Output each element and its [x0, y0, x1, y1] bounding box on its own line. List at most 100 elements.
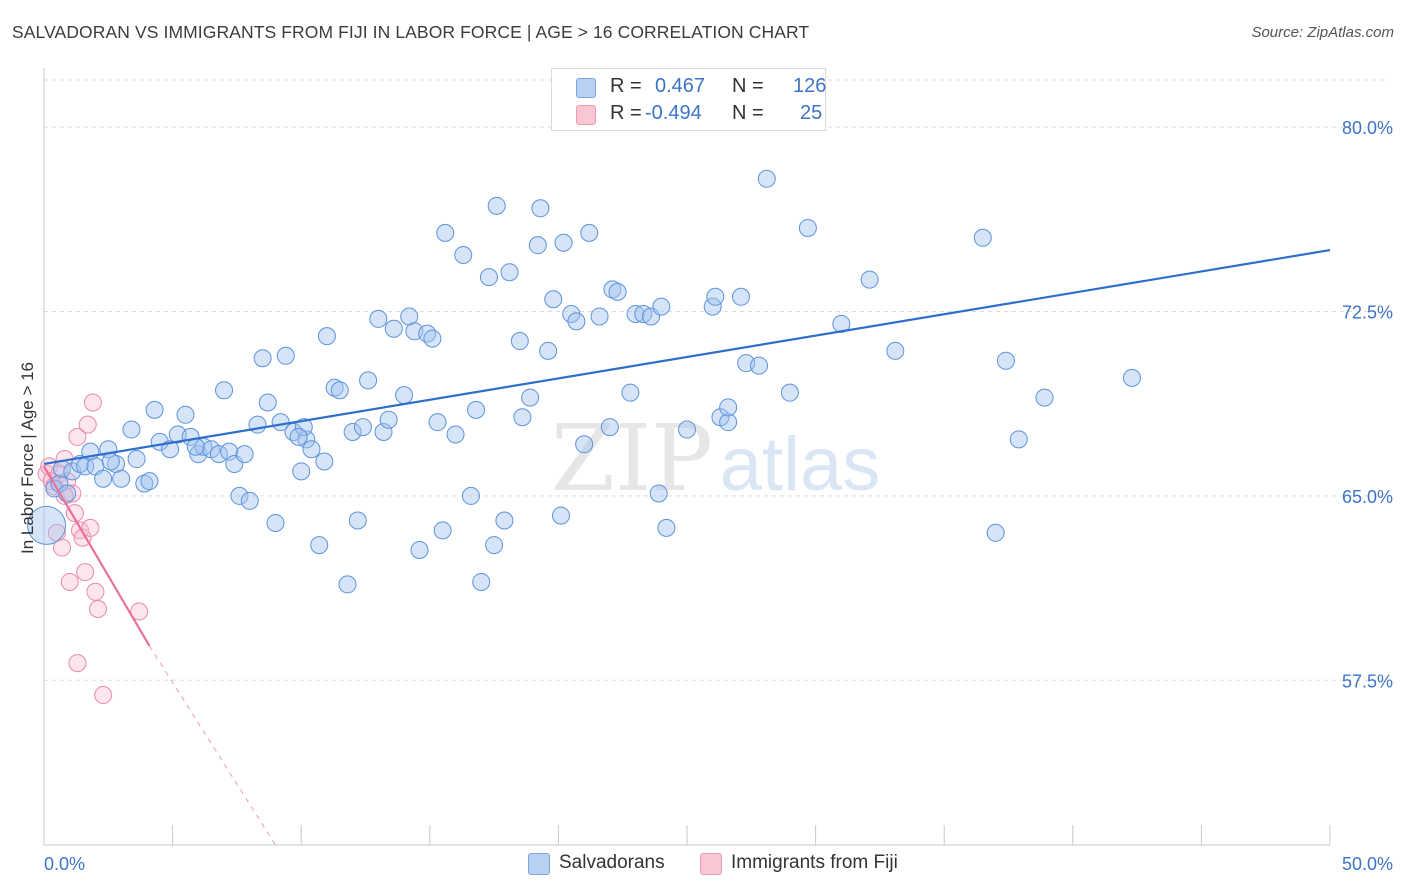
salvadoran-point: [1009, 430, 1028, 449]
salvadoran-point: [719, 413, 738, 432]
salvadoran-point: [479, 268, 498, 287]
salvadoran-point: [495, 511, 514, 530]
salvadoran-point: [719, 398, 738, 417]
fiji-point: [68, 654, 87, 673]
salvadoran-point: [485, 536, 504, 555]
salvadoran-trend-line: [43, 248, 1331, 466]
y-tick-label: 80.0%: [1342, 118, 1393, 138]
salvadoran-point: [554, 233, 573, 252]
salvadoran-point: [209, 445, 228, 464]
salvadoran-point: [436, 223, 455, 242]
salvadoran-point: [112, 469, 131, 488]
salvadoran-point: [58, 484, 77, 503]
salvadoran-point: [359, 371, 378, 390]
salvadoran-point: [310, 536, 329, 555]
salvadoran-point: [886, 341, 905, 360]
legend-r-value: 0.467: [655, 75, 706, 97]
x-tick-label: 0.0%: [44, 854, 85, 874]
salvadoran-point: [384, 319, 403, 338]
fiji-point: [76, 563, 95, 582]
legend-r-value: -0.494: [645, 102, 702, 124]
correlation-legend: R = 0.467 N = 126 R = -0.494 N = 25: [551, 68, 826, 131]
salvadoran-point: [410, 541, 429, 559]
salvadoran-point: [348, 511, 367, 530]
salvadoran-point: [551, 506, 570, 525]
salvadoran-point: [757, 169, 776, 188]
salvadoran-point: [230, 486, 249, 505]
salvadoran-point: [467, 400, 486, 419]
salvadoran-point: [603, 280, 622, 299]
legend-swatch-pink: [700, 853, 722, 875]
salvadoran-point: [521, 388, 540, 407]
salvadoran-point: [600, 418, 619, 437]
salvadoran-point: [652, 297, 671, 316]
salvadoran-point: [27, 505, 67, 545]
salvadoran-point: [248, 415, 267, 434]
salvadoran-point: [276, 346, 295, 365]
salvadoran-point: [472, 572, 491, 591]
salvadoran-point: [510, 332, 529, 351]
salvadoran-point: [575, 435, 594, 454]
salvadoran-point: [235, 445, 254, 464]
legend-n-value: 126: [793, 75, 827, 97]
y-tick-label: 57.5%: [1342, 671, 1393, 691]
fiji-point: [86, 582, 105, 601]
salvadoran-point: [798, 218, 817, 237]
salvadoran-point: [140, 472, 159, 491]
salvadoran-point: [317, 327, 336, 346]
fiji-point: [65, 504, 84, 523]
salvadoran-point: [590, 307, 609, 326]
salvadoran-point: [161, 440, 180, 459]
trend-lines: [43, 248, 1331, 846]
salvadoran-point: [608, 282, 627, 301]
salvadoran-point: [531, 199, 550, 218]
salvadoran-point: [289, 427, 308, 446]
salvadoran-point: [325, 378, 344, 397]
legend-swatch-pink: [576, 105, 596, 125]
salvadoran-point: [513, 408, 532, 427]
fiji-point: [89, 600, 108, 618]
salvadoran-point: [567, 312, 586, 331]
y-tick-label: 65.0%: [1342, 487, 1393, 507]
salvadoran-point: [626, 305, 645, 323]
salvadoran-point: [487, 196, 506, 215]
salvadoran-point: [973, 228, 992, 247]
salvadoran-point: [315, 452, 334, 471]
source-label: Source: ZipAtlas.com: [1251, 24, 1394, 41]
salvadoran-point: [101, 452, 120, 471]
legend-n-label: N =: [732, 102, 764, 124]
fiji-point: [81, 518, 100, 537]
salvadoran-point: [1035, 388, 1054, 407]
salvadoran-point: [122, 420, 141, 439]
salvadoran-point: [176, 405, 195, 424]
y-axis-label: In Labor Force | Age > 16: [18, 361, 37, 555]
y-tick-label: 72.5%: [1342, 303, 1393, 323]
fiji-point: [130, 602, 149, 621]
fiji-point: [78, 415, 97, 434]
salvadoran-points: [27, 169, 1141, 594]
legend-swatch-blue: [528, 853, 550, 875]
salvadoran-point: [135, 474, 154, 493]
fiji-trend-extension: [149, 645, 276, 846]
salvadoran-point: [258, 393, 277, 412]
axes: [43, 68, 1331, 846]
tick-labels: 57.5% 65.0% 72.5% 80.0% 0.0% 50.0%: [44, 118, 1393, 874]
legend-r-label: R =: [610, 75, 642, 97]
salvadoran-point: [215, 381, 234, 400]
salvadoran-point: [732, 287, 751, 306]
salvadoran-point: [294, 418, 313, 437]
salvadoran-point: [454, 246, 473, 264]
salvadoran-point: [343, 423, 362, 441]
salvadoran-point: [678, 420, 696, 439]
salvadoran-point: [418, 324, 437, 343]
salvadoran-point: [706, 287, 725, 306]
legend-label: Immigrants from Fiji: [731, 852, 898, 873]
salvadoran-point: [433, 521, 452, 540]
salvadoran-point: [986, 523, 1005, 542]
salvadoran-point: [1122, 368, 1141, 387]
salvadoran-point: [996, 351, 1015, 370]
fiji-point: [94, 686, 113, 705]
x-tick-label: 50.0%: [1342, 854, 1393, 874]
chart-title: SALVADORAN VS IMMIGRANTS FROM FIJI IN LA…: [12, 22, 810, 42]
